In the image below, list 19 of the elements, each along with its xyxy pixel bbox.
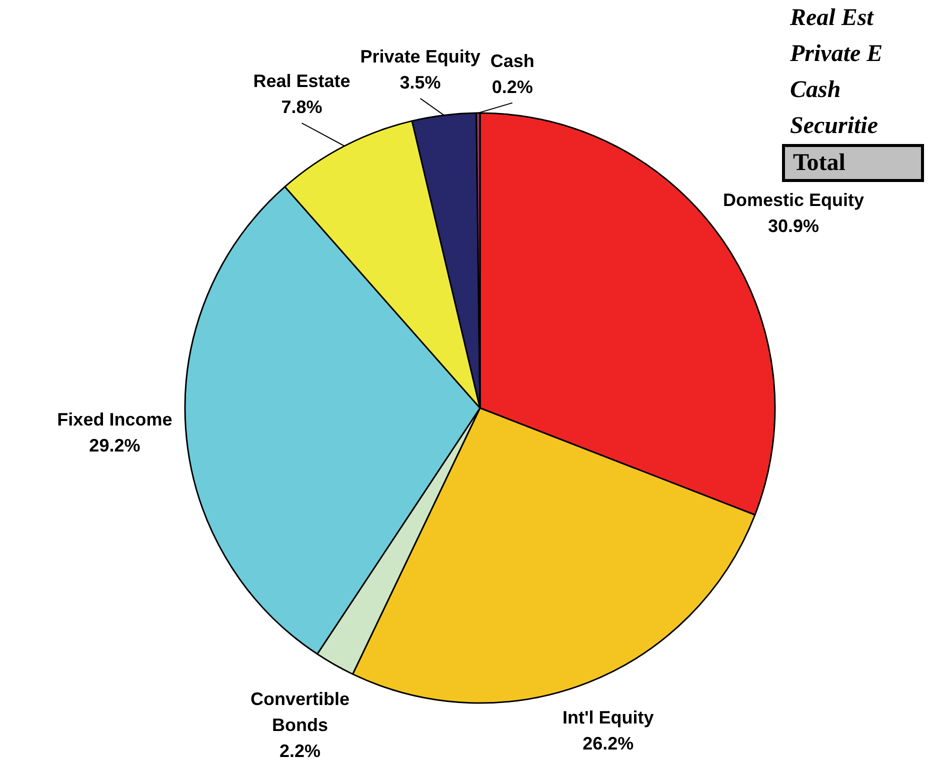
data-label: 30.9% [768,216,820,236]
text: Cash [790,76,842,105]
slice-label: Int'l Equity [562,708,654,728]
text: Securitie [790,112,879,141]
slice-label: Real Estate [253,70,350,91]
text: Real Est [790,4,875,33]
slice-label: Convertible Bonds [250,688,350,735]
data-label: 26.2% [582,734,634,754]
data-label: 29.2% [89,435,140,456]
data-label: 3.5% [400,72,441,92]
slice-label: Cash [490,50,534,71]
slice-label: Private Equity [360,46,480,66]
data-label: 0.2% [492,76,533,97]
text: Total [782,144,924,182]
data-label: 2.2% [279,740,321,761]
slice-label: Domestic Equity [723,190,864,210]
slice-label: Fixed Income [57,409,172,430]
data-label: 7.8% [281,96,322,117]
text: Private E [790,40,884,69]
